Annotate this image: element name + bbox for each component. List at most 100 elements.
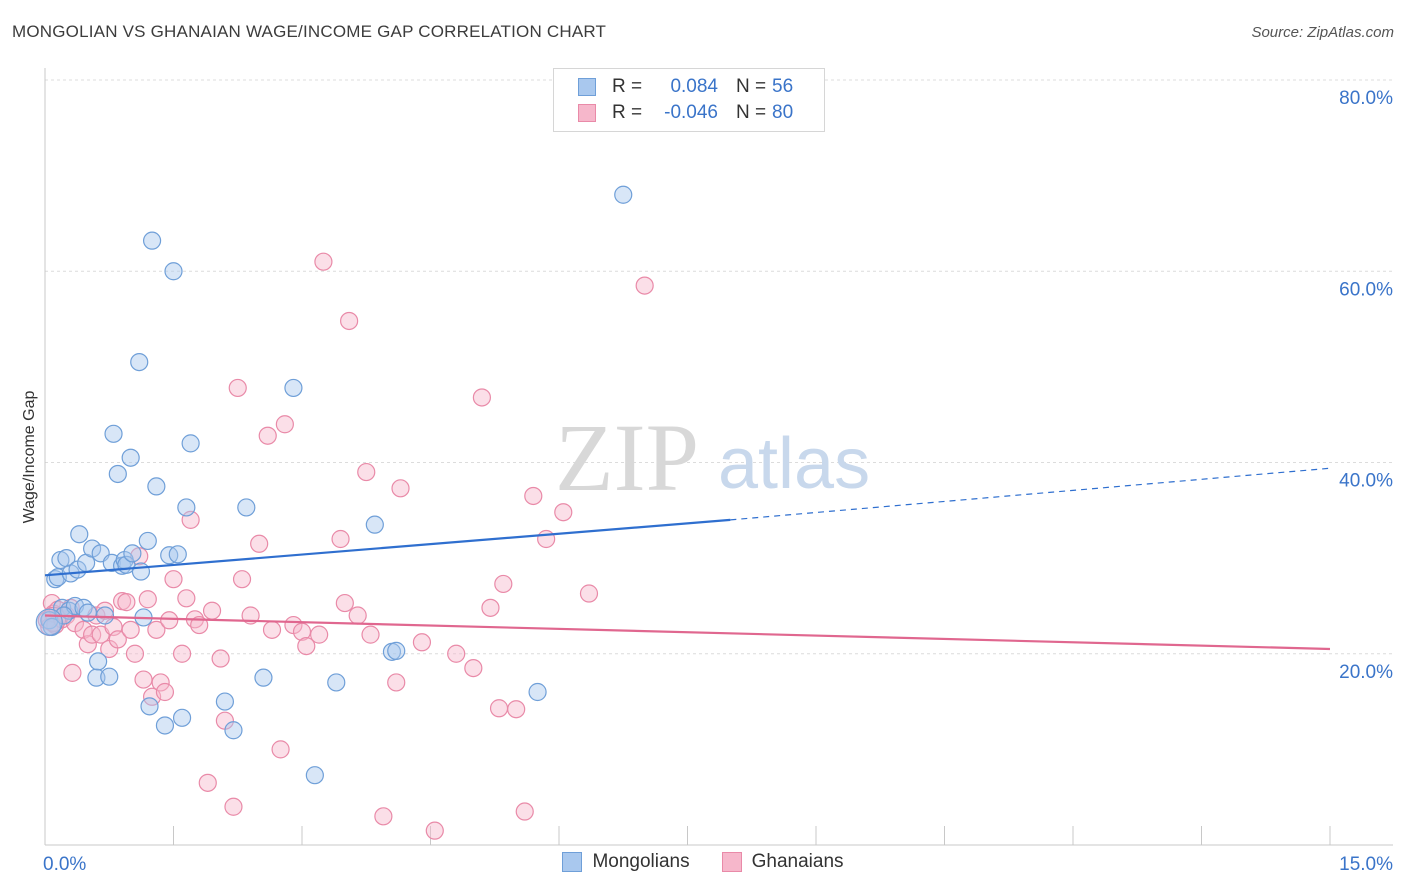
ghanaian-point: [374, 807, 393, 826]
watermark-atlas: atlas: [718, 424, 870, 504]
mongolian-point: [121, 448, 140, 467]
ghanaian-point: [134, 670, 153, 689]
ghanaian-point: [391, 479, 410, 498]
ghanaian-point: [211, 649, 230, 668]
legend-item-ghanaians[interactable]: Ghanaians: [721, 851, 844, 873]
mongolian-point: [155, 716, 175, 735]
ghanaian-point: [425, 821, 444, 840]
ghanaian-point: [262, 620, 282, 639]
ghanaian-point: [310, 625, 329, 644]
mongolian-point: [104, 424, 123, 443]
mongolian-swatch: [562, 852, 583, 872]
ghanaian-point: [147, 620, 166, 639]
ghanaian-point: [348, 606, 367, 625]
ghanaian-point: [447, 644, 466, 663]
ghanaian-point: [172, 644, 192, 663]
mongolian-point: [130, 352, 149, 372]
mongolian-trend-extension: [730, 467, 1331, 521]
ghanaian-point: [258, 426, 277, 445]
mongolian-point: [164, 262, 183, 281]
ghanaian-point: [331, 529, 350, 549]
ghanaian-point: [275, 415, 294, 434]
correlation-legend: R = 0.084 N = 56 R = -0.046 N = 80: [553, 68, 825, 132]
r-value: 0.084: [670, 76, 718, 97]
ghanaian-point: [357, 462, 376, 482]
mongolian-point: [224, 721, 243, 740]
ghanaian-point: [151, 673, 170, 692]
mongolian-point: [181, 434, 200, 453]
mongolian-point: [387, 641, 406, 660]
watermark-zip: ZIP: [555, 404, 699, 511]
ghanaian-trend-line: [44, 614, 1331, 651]
mongolian-point: [142, 231, 162, 250]
mongolian-point: [89, 652, 108, 671]
mongolian-point: [237, 498, 256, 517]
ghanaian-point: [63, 663, 82, 682]
y-tick-label: 20.0%: [1339, 662, 1393, 683]
mongolian-point: [78, 603, 97, 622]
mongolian-point: [123, 544, 142, 563]
series-legend: Mongolians Ghanaians: [0, 851, 1406, 873]
ghanaian-point: [228, 378, 247, 398]
ghanaian-point: [160, 611, 179, 630]
y-tick-label: 40.0%: [1339, 471, 1393, 492]
mongolian-point: [172, 708, 192, 727]
n-value: 80: [772, 102, 794, 123]
ghanaian-point: [250, 534, 269, 553]
y-tick-label: 60.0%: [1339, 279, 1393, 300]
ghanaian-point: [121, 620, 140, 639]
ghanaian-point: [481, 598, 500, 617]
x-tick-label: 0.0%: [43, 854, 86, 875]
ghanaian-point: [198, 773, 217, 792]
mongolian-point: [528, 682, 547, 702]
ghanaian-point: [164, 570, 183, 589]
x-tick-label: 15.0%: [1339, 854, 1393, 875]
tick-labels: 20.0% 40.0% 60.0% 80.0% 0.0% 15.0%: [43, 88, 1393, 875]
legend-item-mongolians[interactable]: Mongolians: [562, 851, 690, 873]
mongolian-point: [70, 525, 89, 544]
ghanaian-point: [472, 388, 491, 407]
ghanaian-swatch: [578, 104, 596, 122]
ghanaian-point: [489, 699, 509, 718]
ghanaian-point: [74, 620, 93, 639]
ghanaian-point: [297, 636, 316, 656]
ghanaian-point: [412, 633, 432, 652]
mongolian-trend-line: [44, 518, 731, 577]
n-value: 56: [772, 76, 794, 97]
mongolian-point: [215, 692, 234, 711]
mongolian-point: [138, 531, 157, 551]
y-axis-label: Wage/Income Gap: [21, 391, 38, 524]
mongolian-point: [614, 185, 633, 204]
trend-lines: [44, 467, 1331, 651]
source-label: Source: ZipAtlas.com: [1251, 24, 1394, 41]
ghanaian-point: [224, 797, 243, 816]
ghanaian-point: [108, 630, 127, 649]
ghanaian-point: [524, 486, 543, 506]
mongolian-point: [100, 667, 119, 686]
ghanaian-point: [190, 615, 209, 635]
mongolian-point: [327, 673, 346, 692]
ghanaian-point: [494, 574, 513, 594]
ghanaian-point: [271, 740, 290, 759]
mongolian-point-large: [35, 608, 63, 636]
grid-lines: [45, 79, 1393, 655]
mongolian-point: [140, 697, 159, 716]
r-value: -0.046: [664, 102, 718, 123]
ghanaian-point: [515, 802, 534, 821]
legend-label: Ghanaians: [751, 851, 844, 872]
ghanaian-point: [177, 589, 196, 608]
ghanaian-point: [138, 590, 157, 609]
mongolian-point: [284, 378, 303, 398]
r-label: R =: [612, 76, 643, 97]
mongolian-swatch: [578, 78, 596, 96]
mongolian-point: [95, 606, 115, 625]
mongolian-point: [305, 766, 324, 785]
ghanaian-point: [117, 593, 136, 612]
mongolian-points: [35, 185, 633, 785]
ghanaian-point: [202, 601, 222, 620]
ghanaian-point: [78, 635, 97, 654]
chart-title: MONGOLIAN VS GHANAIAN WAGE/INCOME GAP CO…: [12, 22, 607, 41]
ghanaian-point: [125, 644, 145, 663]
mongolian-point: [254, 668, 273, 687]
